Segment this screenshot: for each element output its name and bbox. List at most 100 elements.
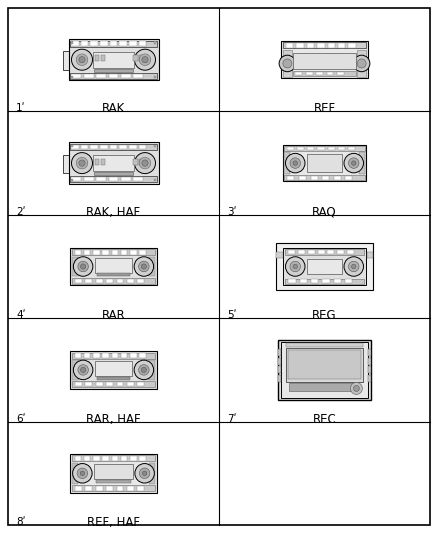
Bar: [348, 147, 355, 150]
Circle shape: [352, 264, 356, 269]
Bar: [94, 173, 133, 175]
Bar: [130, 250, 137, 254]
Bar: [85, 486, 92, 490]
Bar: [311, 279, 318, 283]
Bar: [121, 177, 131, 181]
Bar: [286, 43, 293, 47]
Bar: [75, 279, 82, 283]
Bar: [110, 145, 117, 149]
Bar: [368, 349, 371, 356]
Bar: [81, 42, 88, 46]
Bar: [71, 42, 73, 44]
Bar: [307, 250, 314, 254]
Bar: [133, 159, 138, 165]
Text: RAR, HAF: RAR, HAF: [86, 413, 141, 425]
Bar: [96, 486, 102, 490]
Bar: [349, 43, 356, 47]
Circle shape: [344, 154, 364, 173]
Bar: [345, 279, 352, 283]
Bar: [119, 42, 127, 46]
Circle shape: [139, 468, 150, 479]
Circle shape: [74, 360, 93, 379]
Bar: [72, 381, 155, 387]
Bar: [278, 358, 281, 365]
Bar: [71, 145, 79, 149]
Circle shape: [73, 464, 92, 483]
Bar: [311, 176, 318, 180]
Bar: [119, 145, 127, 149]
Bar: [287, 147, 294, 150]
Bar: [94, 464, 133, 479]
Bar: [285, 279, 364, 284]
Bar: [95, 159, 99, 165]
Bar: [72, 486, 155, 491]
Bar: [298, 250, 304, 254]
Text: REG: REG: [312, 309, 337, 322]
Bar: [72, 353, 155, 359]
Bar: [328, 147, 335, 150]
Circle shape: [135, 464, 154, 483]
Bar: [117, 279, 124, 283]
Bar: [337, 72, 344, 76]
Bar: [278, 349, 281, 356]
Bar: [127, 382, 134, 386]
Bar: [71, 177, 81, 181]
Bar: [284, 152, 290, 174]
Bar: [102, 250, 109, 254]
Bar: [95, 257, 132, 272]
Circle shape: [290, 261, 300, 272]
Circle shape: [138, 365, 149, 375]
Bar: [316, 72, 323, 76]
Bar: [130, 456, 137, 461]
Bar: [117, 382, 124, 386]
Bar: [109, 177, 118, 181]
Bar: [154, 179, 156, 181]
Text: RAQ: RAQ: [312, 206, 337, 219]
Bar: [287, 176, 294, 180]
Bar: [93, 250, 99, 254]
Text: REF, HAF: REF, HAF: [87, 516, 140, 529]
Circle shape: [138, 261, 149, 272]
Text: REC: REC: [313, 413, 336, 425]
Circle shape: [71, 152, 92, 174]
Circle shape: [283, 59, 292, 68]
Bar: [127, 486, 134, 490]
Circle shape: [286, 154, 305, 173]
Bar: [278, 340, 371, 400]
Bar: [109, 74, 118, 78]
Bar: [359, 152, 365, 174]
Text: 3ʹ: 3ʹ: [227, 207, 237, 217]
Circle shape: [76, 157, 88, 169]
Circle shape: [77, 468, 88, 479]
Bar: [338, 43, 345, 47]
Circle shape: [357, 59, 366, 68]
Circle shape: [353, 385, 359, 391]
Bar: [71, 248, 157, 285]
Bar: [322, 176, 329, 180]
Circle shape: [139, 54, 151, 66]
Bar: [85, 382, 92, 386]
Bar: [106, 382, 113, 386]
Bar: [129, 145, 137, 149]
Circle shape: [349, 158, 359, 168]
Bar: [84, 353, 90, 358]
Bar: [276, 252, 283, 257]
Bar: [70, 176, 157, 182]
Bar: [281, 41, 367, 78]
Bar: [95, 361, 132, 376]
Bar: [75, 486, 82, 490]
Circle shape: [80, 471, 85, 475]
Bar: [300, 279, 307, 283]
Bar: [127, 279, 134, 283]
Circle shape: [293, 161, 297, 165]
Bar: [101, 159, 105, 165]
Bar: [139, 456, 146, 461]
Bar: [284, 175, 365, 180]
Bar: [90, 42, 98, 46]
Bar: [334, 279, 341, 283]
Bar: [110, 42, 117, 46]
Bar: [85, 279, 92, 283]
Bar: [96, 74, 106, 78]
Bar: [68, 39, 159, 80]
Bar: [71, 74, 81, 78]
